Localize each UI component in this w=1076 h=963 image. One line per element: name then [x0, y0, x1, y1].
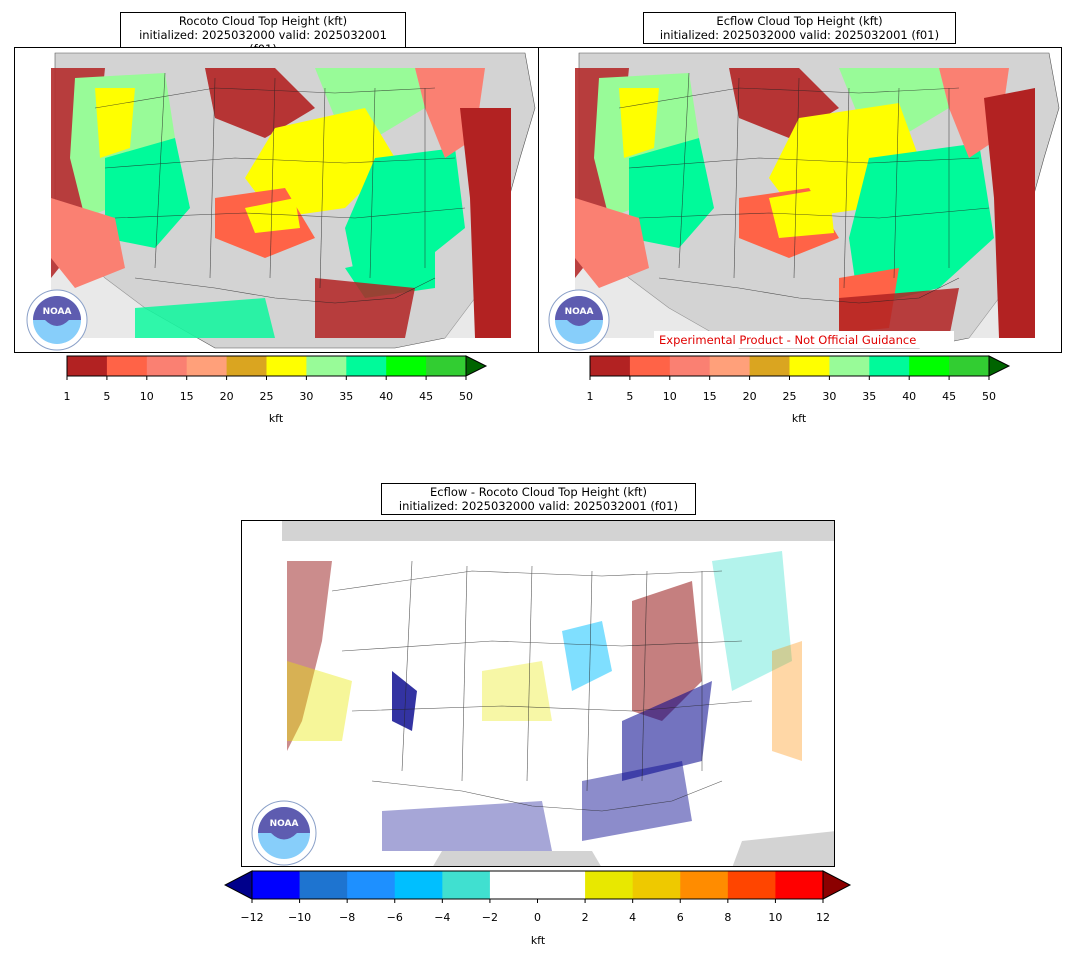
- colorbar-tick-label: 5: [626, 390, 634, 403]
- colorbar-segment: [585, 871, 634, 899]
- colorbar-segment: [749, 356, 790, 376]
- colorbar-tick-label: 10: [662, 390, 677, 403]
- panel1-colorbar: [66, 355, 488, 380]
- colorbar-segment: [346, 356, 387, 376]
- colorbar-segment: [629, 356, 671, 376]
- svg-text:NOAA: NOAA: [270, 819, 299, 829]
- colorbar-tick-label: 40: [902, 390, 917, 403]
- colorbar-extend-low-arrow: [224, 870, 253, 900]
- panel1-colorbar-unit: kft: [268, 412, 284, 425]
- colorbar-segment: [426, 356, 467, 376]
- colorbar-tick-label: 25: [259, 390, 274, 403]
- colorbar-segment: [632, 871, 681, 899]
- colorbar-tick-label: 6: [676, 911, 684, 924]
- colorbar-segment: [252, 871, 301, 899]
- colorbar-segment: [67, 356, 108, 376]
- colorbar-segment: [186, 356, 228, 376]
- svg-text:NOAA: NOAA: [43, 307, 72, 317]
- colorbar-segment: [266, 356, 307, 376]
- colorbar-tick-label: 12: [816, 911, 830, 924]
- colorbar-tick-label: 25: [782, 390, 797, 403]
- colorbar-segment: [442, 871, 491, 899]
- panel2-cloud-field: [575, 68, 1035, 338]
- colorbar-segment: [489, 871, 538, 899]
- colorbar-segment: [299, 871, 348, 899]
- colorbar-tick-label: 30: [299, 390, 314, 403]
- colorbar-segment: [829, 356, 870, 376]
- colorbar-segment: [306, 356, 347, 376]
- panel2-colorbar-unit: kft: [791, 412, 807, 425]
- colorbar-tick-label: 40: [379, 390, 394, 403]
- colorbar-segment: [669, 356, 711, 376]
- noaa-logo: NOAA: [548, 289, 610, 351]
- colorbar-tick-label: 4: [629, 911, 637, 924]
- colorbar-tick-label: 20: [219, 390, 234, 403]
- panel1-title-line1: Rocoto Cloud Top Height (kft): [178, 14, 348, 28]
- colorbar-segment: [727, 871, 776, 899]
- colorbar-tick-label: 45: [942, 390, 957, 403]
- panel3-map: NOAA: [241, 520, 835, 867]
- panel1-map: NOAA: [14, 47, 539, 353]
- colorbar-segment: [106, 356, 148, 376]
- colorbar-tick-label: −6: [386, 911, 403, 924]
- colorbar-tick-label: 50: [982, 390, 996, 403]
- colorbar-tick-label: 15: [702, 390, 717, 403]
- colorbar-segment: [680, 871, 729, 899]
- noaa-logo: NOAA: [26, 289, 88, 351]
- colorbar-segment: [709, 356, 751, 376]
- colorbar-tick-label: 2: [581, 911, 589, 924]
- colorbar-tick-label: 5: [103, 390, 111, 403]
- noaa-logo: NOAA: [251, 800, 317, 866]
- panel2-title-line1: Ecflow Cloud Top Height (kft): [716, 14, 883, 28]
- colorbar-tick-label: 45: [419, 390, 434, 403]
- colorbar-segment: [146, 356, 188, 376]
- panel3-colorbar-unit: kft: [530, 934, 546, 947]
- panel3-difference-field: [287, 551, 802, 851]
- colorbar-tick-label: 8: [724, 911, 732, 924]
- colorbar-extend-arrow: [988, 355, 1011, 377]
- panel2-colorbar: [589, 355, 1011, 380]
- colorbar-segment: [537, 871, 586, 899]
- colorbar-tick-label: 35: [339, 390, 354, 403]
- colorbar-segment: [347, 871, 396, 899]
- colorbar-segment: [869, 356, 910, 376]
- colorbar-tick-label: −4: [434, 911, 451, 924]
- colorbar-segment: [226, 356, 267, 376]
- colorbar-tick-label: 30: [822, 390, 837, 403]
- panel3-title: Ecflow - Rocoto Cloud Top Height (kft) i…: [381, 483, 696, 515]
- colorbar-tick-label: 50: [459, 390, 473, 403]
- colorbar-segment: [590, 356, 631, 376]
- colorbar-tick-label: −8: [339, 911, 356, 924]
- colorbar-segment: [909, 356, 950, 376]
- colorbar-tick-label: 1: [586, 390, 594, 403]
- colorbar-segment: [949, 356, 990, 376]
- panel1-cloud-field: [51, 68, 511, 338]
- colorbar-tick-label: 1: [63, 390, 71, 403]
- colorbar-tick-label: 0: [534, 911, 541, 924]
- panel2-title-line2: initialized: 2025032000 valid: 202503200…: [659, 28, 940, 42]
- colorbar-tick-label: 15: [179, 390, 194, 403]
- colorbar-tick-label: −2: [481, 911, 499, 924]
- colorbar-tick-label: 10: [139, 390, 154, 403]
- panel2-title: Ecflow Cloud Top Height (kft) initialize…: [643, 12, 956, 44]
- colorbar-extend-high-arrow: [822, 870, 852, 900]
- panel3-title-line1: Ecflow - Rocoto Cloud Top Height (kft): [429, 485, 648, 499]
- panel3-title-line2: initialized: 2025032000 valid: 202503200…: [398, 499, 679, 513]
- colorbar-segment: [394, 871, 443, 899]
- colorbar-tick-label: −10: [287, 911, 312, 924]
- colorbar-segment: [789, 356, 830, 376]
- disclaimer-text: Experimental Product - Not Official Guid…: [659, 333, 917, 347]
- svg-text:NOAA: NOAA: [565, 307, 594, 317]
- colorbar-tick-label: 10: [768, 911, 783, 924]
- colorbar-extend-arrow: [465, 355, 488, 377]
- colorbar-tick-label: 35: [862, 390, 877, 403]
- colorbar-segment: [386, 356, 427, 376]
- colorbar-tick-label: 20: [742, 390, 757, 403]
- panel2-map: NOAA: [538, 47, 1062, 353]
- colorbar-tick-label: −12: [240, 911, 264, 924]
- colorbar-segment: [775, 871, 824, 899]
- panel3-colorbar: [224, 870, 852, 903]
